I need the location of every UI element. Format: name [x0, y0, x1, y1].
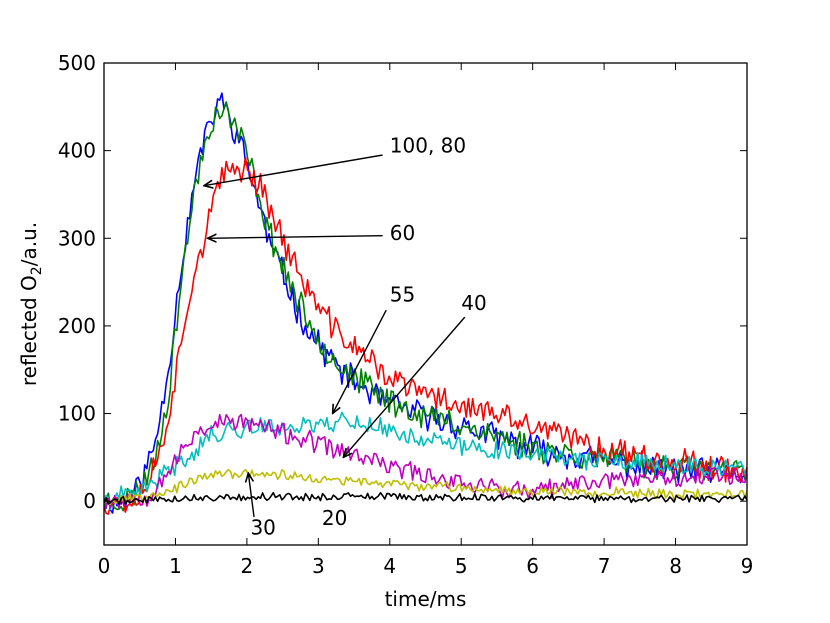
- plot-frame: [103, 62, 748, 546]
- annotation-arrow-ann-30: [248, 473, 255, 518]
- annotation-arrow-ann-100-80: [204, 154, 383, 186]
- x-tick-label: 5: [455, 554, 468, 578]
- x-tick-label: 6: [526, 554, 539, 578]
- series-line-red: [104, 156, 747, 515]
- y-axis-label-subscript: 2: [29, 266, 45, 275]
- y-tick-label: 300: [58, 226, 96, 250]
- series-line-blue: [104, 92, 747, 514]
- annotation-label-ann-40: 40: [461, 291, 486, 315]
- x-tick-label: 4: [383, 554, 396, 578]
- y-axis-label-prefix: reflected O: [17, 275, 41, 386]
- x-tick-label: 9: [741, 554, 754, 578]
- annotation-label-ann-20: 20: [322, 506, 347, 530]
- annotation-arrow-ann-40: [343, 316, 466, 457]
- x-tick-label: 7: [598, 554, 611, 578]
- annotation-label-ann-30: 30: [250, 515, 275, 539]
- y-tick-label: 400: [58, 139, 96, 163]
- y-axis-label-suffix: /a.u.: [17, 222, 41, 266]
- series-line-cyan: [104, 411, 747, 511]
- series-line-olive: [104, 468, 747, 505]
- tick-layer: 0 1 2 3 4 5 6 7 8 9 0 100 200 300 400 500: [58, 51, 754, 578]
- x-tick-label: 2: [241, 554, 254, 578]
- x-tick-label: 3: [312, 554, 325, 578]
- y-tick-label: 500: [58, 51, 96, 75]
- annotation-label-ann-55: 55: [390, 282, 415, 306]
- x-tick-label: 1: [169, 554, 182, 578]
- annotation-arrow-ann-60: [208, 236, 383, 239]
- annotation-arrow-ann-55: [333, 309, 387, 413]
- annotation-layer: 100, 80 60 55 40 30 20: [204, 133, 487, 539]
- x-tick-label: 8: [669, 554, 682, 578]
- y-tick-label: 100: [58, 402, 96, 426]
- x-tick-label: 0: [98, 554, 111, 578]
- annotation-label-ann-100-80: 100, 80: [390, 133, 466, 157]
- series-line-green: [104, 101, 747, 512]
- y-tick-label: 200: [58, 314, 96, 338]
- annotation-label-ann-60: 60: [390, 221, 415, 245]
- x-axis-label: time/ms: [385, 587, 467, 611]
- series-layer: [104, 92, 747, 515]
- y-axis-label: reflected O2/a.u.: [17, 222, 45, 386]
- y-tick-label: 0: [83, 489, 96, 513]
- series-line-magenta: [104, 413, 747, 509]
- series-line-black: [104, 491, 747, 506]
